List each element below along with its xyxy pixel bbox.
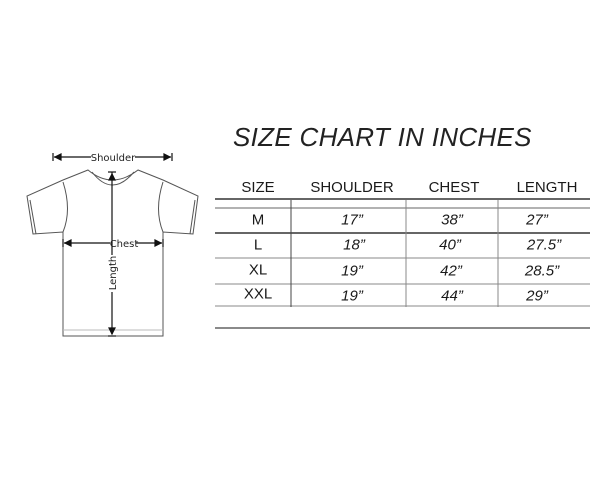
cell-length: 27” — [526, 211, 548, 229]
cell-chest: 40” — [439, 236, 461, 254]
chest-label: Chest — [110, 239, 139, 250]
cell-chest: 44” — [441, 287, 463, 305]
header-shoulder: SHOULDER — [310, 179, 394, 196]
header-length: LENGTH — [516, 179, 578, 196]
cell-shoulder: 19” — [341, 262, 363, 280]
tshirt-sleeve-seams — [62, 181, 164, 233]
cell-shoulder: 19” — [341, 287, 363, 305]
cell-size: XXL — [243, 285, 273, 303]
table-grid — [215, 198, 590, 329]
tshirt-outline — [26, 169, 199, 337]
cell-shoulder: 17” — [341, 211, 363, 229]
cell-size: L — [253, 236, 263, 254]
cell-length: 29” — [526, 287, 548, 305]
tshirt-cuffs — [29, 199, 196, 235]
cell-length: 27.5” — [526, 236, 562, 254]
cell-chest: 42” — [440, 262, 462, 280]
chart-title: SIZE CHART IN INCHES — [233, 122, 532, 152]
header-size: SIZE — [241, 179, 275, 196]
cell-size: XL — [248, 261, 268, 279]
cell-length: 28.5” — [524, 262, 560, 280]
shoulder-label: Shoulder — [91, 153, 136, 164]
cell-shoulder: 18” — [343, 236, 365, 254]
length-label: Length — [108, 256, 119, 291]
header-chest: CHEST — [428, 179, 480, 196]
cell-chest: 38” — [441, 211, 463, 229]
cell-size: M — [251, 211, 265, 229]
